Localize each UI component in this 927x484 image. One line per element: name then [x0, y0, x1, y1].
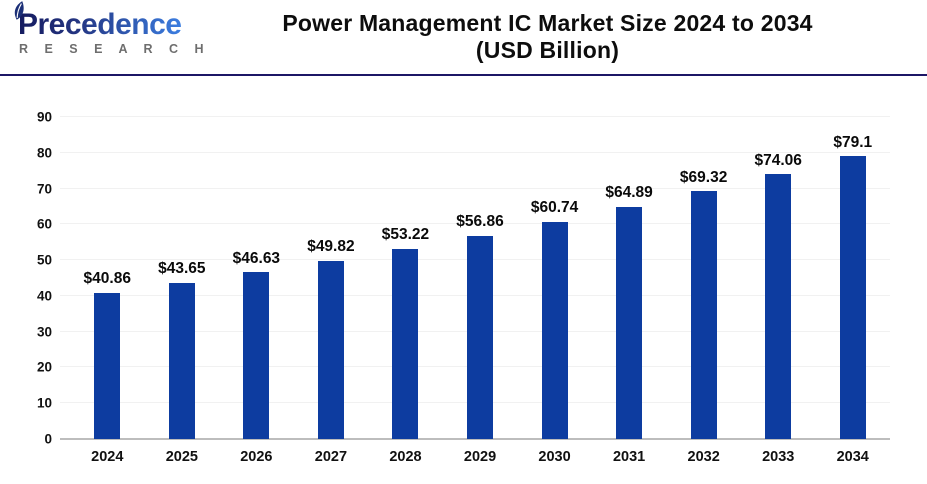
x-tick-label: 2028	[389, 449, 422, 465]
x-tick-label: 2025	[165, 449, 198, 465]
bar-value-label: $46.63	[232, 249, 281, 267]
bar	[541, 221, 568, 439]
bar-column: $56.86	[443, 117, 518, 439]
y-tick-label: 0	[44, 431, 52, 447]
title-line-1: Power Management IC Market Size 2024 to …	[282, 10, 813, 36]
x-tick-label: 2029	[463, 449, 497, 465]
bar-column: $49.82	[294, 117, 369, 439]
bar-column: $53.22	[368, 117, 443, 439]
bar	[243, 272, 270, 439]
y-tick-label: 30	[36, 323, 52, 339]
bar-column: $69.32	[666, 117, 741, 439]
brand-subtitle: R E S E A R C H	[19, 42, 211, 56]
brand-row: Precedence	[14, 1, 182, 41]
bar-value-label: $53.22	[381, 226, 430, 244]
y-axis: 0 10 20 30 40 50 60 70 80 90	[0, 110, 52, 445]
bar-column: $64.89	[592, 117, 667, 439]
x-tick-label: 2032	[687, 449, 720, 465]
bar-value-label: $43.65	[158, 260, 206, 278]
bar	[690, 191, 717, 439]
bar-column: $74.06	[741, 117, 816, 439]
x-tick-label: 2031	[612, 449, 646, 465]
header-divider	[0, 74, 927, 76]
bar-column: $43.65	[145, 117, 220, 439]
bar-value-label: $56.86	[456, 213, 504, 231]
y-tick-label: 40	[36, 288, 52, 304]
bar-column: $60.74	[517, 117, 592, 439]
x-tick-label: 2024	[91, 449, 124, 465]
bar-column: $79.1	[815, 117, 890, 439]
bar	[392, 248, 419, 439]
bar-column: $40.86	[70, 117, 145, 439]
bar-value-label: $49.82	[307, 238, 355, 256]
x-axis: 2024 2025 2026 2027 2028 2029 2030 2031 2032 2033…	[70, 450, 890, 465]
x-tick-label: 2033	[762, 449, 795, 465]
leaf-icon	[10, 0, 34, 28]
bar-value-label: $79.1	[833, 133, 873, 151]
page-title: Power Management IC Market Size 2024 to …	[170, 10, 925, 64]
y-tick-label: 20	[36, 359, 52, 375]
y-tick-label: 90	[36, 109, 52, 125]
y-tick-label: 70	[36, 180, 52, 196]
x-tick-label: 2034	[836, 449, 869, 465]
header: Precedence R E S E A R C H Power Managem…	[0, 0, 927, 74]
bar	[765, 174, 792, 439]
y-tick-label: 50	[36, 252, 52, 268]
title-line-2: (USD Billion)	[475, 37, 620, 63]
gridline	[60, 187, 890, 189]
bar-value-label: $74.06	[754, 151, 802, 169]
bar	[839, 156, 866, 439]
bar	[168, 282, 195, 439]
brand-name: Precedence	[18, 8, 182, 41]
gridline	[60, 116, 890, 117]
x-tick-label: 2030	[538, 449, 571, 465]
bar	[94, 292, 121, 439]
y-tick-label: 10	[36, 395, 52, 411]
bar-value-label: $60.74	[530, 199, 579, 217]
brand-logo: Precedence R E S E A R C H	[14, 1, 211, 56]
x-axis-line	[60, 438, 890, 440]
y-tick-label: 80	[36, 145, 52, 161]
y-tick-label: 60	[36, 216, 52, 232]
x-tick-label: 2026	[240, 449, 273, 465]
gridline	[60, 151, 890, 153]
x-tick-label: 2027	[314, 449, 348, 465]
bar	[317, 260, 344, 439]
bars: $40.86 $43.65 $46.63 $49.82 $53.22 $56.86 $60.…	[70, 117, 890, 439]
bar	[467, 235, 493, 439]
gridline	[60, 223, 890, 225]
bar-value-label: $69.32	[679, 168, 728, 186]
bar-value-label: $40.86	[83, 270, 131, 288]
bar	[616, 206, 643, 439]
bar-value-label: $64.89	[605, 184, 653, 202]
bar-column: $46.63	[219, 117, 294, 439]
